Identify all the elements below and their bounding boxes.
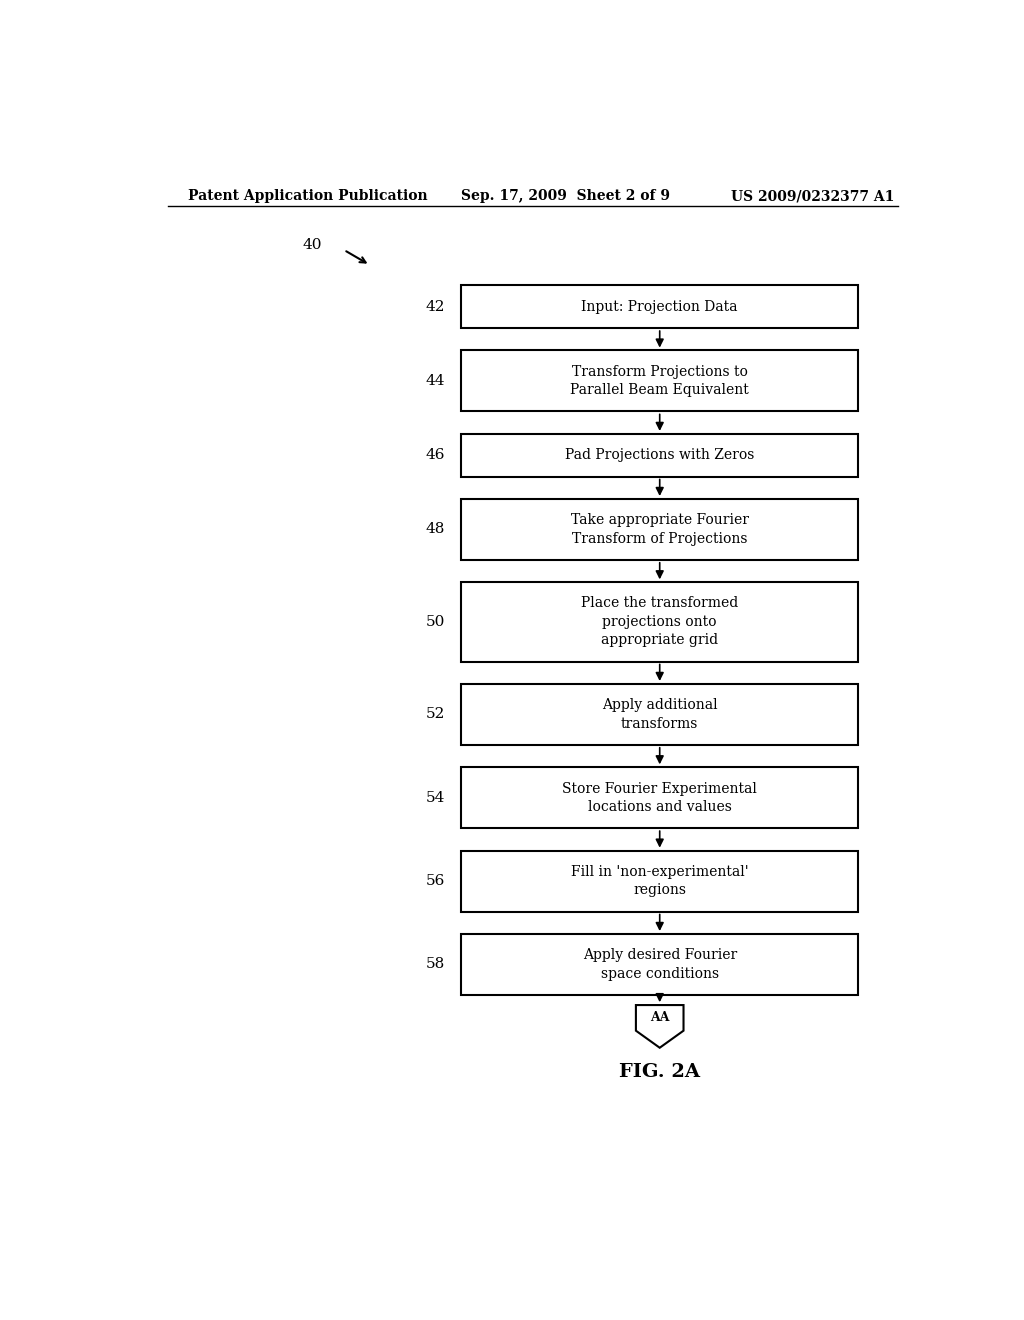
Bar [461,351,858,412]
Text: 52: 52 [426,708,445,721]
Text: 46: 46 [426,449,445,462]
Text: Pad Projections with Zeros: Pad Projections with Zeros [565,449,755,462]
Text: 50: 50 [426,615,445,628]
Bar [461,935,858,995]
Text: Place the transformed
projections onto
appropriate grid: Place the transformed projections onto a… [581,597,738,647]
Text: US 2009/0232377 A1: US 2009/0232377 A1 [731,189,895,203]
Text: Take appropriate Fourier
Transform of Projections: Take appropriate Fourier Transform of Pr… [570,513,749,545]
Bar [461,684,858,744]
Text: Store Fourier Experimental
locations and values: Store Fourier Experimental locations and… [562,781,757,814]
Text: 58: 58 [426,957,444,972]
Text: 42: 42 [426,300,445,314]
Text: Apply desired Fourier
space conditions: Apply desired Fourier space conditions [583,948,737,981]
Text: AA: AA [650,1011,670,1023]
Bar [461,582,858,661]
Text: Transform Projections to
Parallel Beam Equivalent: Transform Projections to Parallel Beam E… [570,364,750,397]
Text: 40: 40 [303,238,323,252]
Text: Sep. 17, 2009  Sheet 2 of 9: Sep. 17, 2009 Sheet 2 of 9 [461,189,671,203]
Text: 48: 48 [426,523,445,536]
Bar [461,767,858,828]
Bar [461,499,858,560]
Text: 44: 44 [426,374,445,388]
Text: 54: 54 [426,791,445,805]
Text: 56: 56 [426,874,445,888]
Text: Apply additional
transforms: Apply additional transforms [602,698,718,730]
Text: FIG. 2A: FIG. 2A [620,1063,700,1081]
Text: Fill in 'non-experimental'
regions: Fill in 'non-experimental' regions [571,865,749,898]
Polygon shape [636,1005,684,1048]
Bar [461,285,858,329]
Bar [461,434,858,477]
Bar [461,850,858,912]
Text: Input: Projection Data: Input: Projection Data [582,300,738,314]
Text: Patent Application Publication: Patent Application Publication [187,189,427,203]
